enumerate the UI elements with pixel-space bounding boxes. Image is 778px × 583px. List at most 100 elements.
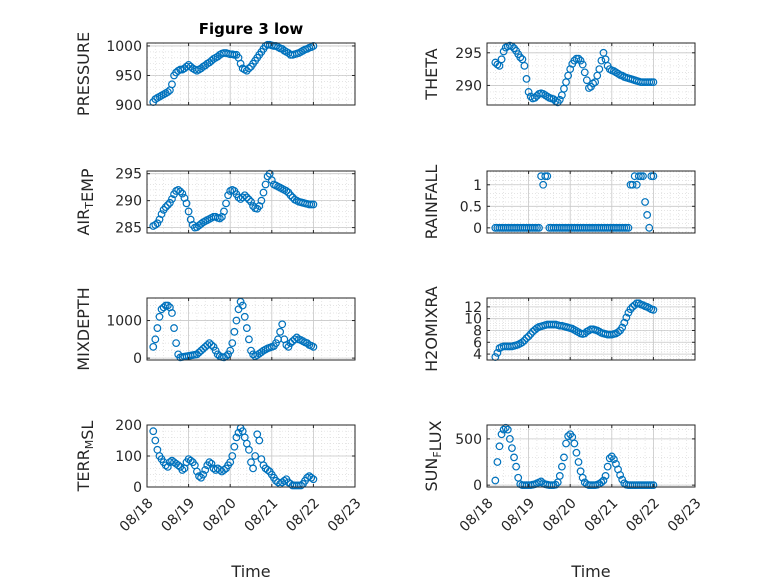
ytick-label: 0	[133, 480, 142, 496]
xtick-label: 08/20	[200, 495, 240, 535]
data-point	[257, 196, 266, 205]
data-point	[170, 324, 178, 332]
data-point	[305, 200, 314, 209]
data-point	[215, 214, 224, 223]
data-point	[645, 223, 654, 232]
data-point	[226, 346, 235, 355]
data-point	[499, 425, 508, 434]
data-point	[547, 481, 556, 490]
data-point	[230, 442, 239, 451]
data-point	[263, 466, 272, 474]
data-point	[645, 78, 654, 87]
data-point	[242, 324, 251, 332]
data-point	[236, 59, 245, 68]
data-point	[245, 64, 253, 73]
data-point	[234, 305, 243, 314]
data-point	[572, 54, 581, 63]
data-point	[601, 472, 610, 480]
data-point	[284, 342, 293, 351]
data-point	[184, 207, 193, 216]
ytick-label: 900	[115, 98, 142, 114]
data-point	[564, 432, 573, 441]
x-axis-label: Time	[570, 562, 610, 581]
data-point	[574, 458, 583, 466]
data-point	[182, 199, 191, 208]
data-point	[272, 339, 280, 347]
ytick-label: 290	[455, 78, 482, 94]
data-point	[593, 71, 602, 80]
grid	[146, 424, 356, 488]
data-point	[251, 452, 260, 460]
data-point	[307, 200, 316, 209]
data-point	[497, 430, 506, 439]
data-point	[186, 456, 195, 465]
data-point	[616, 471, 625, 479]
data-point	[639, 172, 647, 181]
data-point	[309, 342, 318, 351]
xtick-label: 08/20	[540, 495, 580, 535]
ytick-label: 0	[473, 478, 482, 494]
data-point	[539, 180, 548, 189]
data-point	[543, 172, 552, 181]
data-point	[555, 472, 564, 480]
data-point	[574, 54, 583, 63]
xtick-label: 08/22	[623, 495, 663, 535]
data-point	[282, 341, 291, 349]
data-point	[199, 470, 208, 479]
ytick-label: 100	[115, 449, 142, 465]
grid	[486, 43, 696, 106]
data-point	[168, 309, 176, 317]
data-point	[280, 476, 289, 485]
data-point	[512, 462, 521, 471]
grid	[486, 171, 696, 233]
data-point	[562, 78, 570, 87]
data-point	[641, 198, 649, 206]
data-point	[572, 448, 581, 457]
y-axis-label: THETA	[422, 48, 441, 100]
data-point	[599, 476, 608, 485]
data-point	[242, 193, 251, 202]
axes-box	[146, 42, 356, 106]
data-point	[278, 320, 287, 329]
x-axis-label: Time	[230, 562, 270, 581]
data-point	[576, 56, 585, 65]
data-point	[240, 312, 249, 321]
subplot-rainfall: 0 0.5 1 RAINFALL	[422, 165, 696, 239]
data-point	[193, 467, 201, 476]
data-points	[491, 41, 658, 107]
xtick-label: 08/23	[665, 495, 705, 535]
data-point	[493, 349, 502, 357]
data-point	[232, 433, 241, 442]
data-point	[178, 189, 187, 198]
data-point	[597, 478, 606, 487]
data-point	[153, 324, 162, 332]
data-point	[155, 312, 164, 321]
data-point	[582, 76, 591, 85]
data-point	[236, 195, 245, 203]
data-point	[286, 191, 295, 200]
data-point	[207, 341, 216, 349]
data-point	[163, 301, 172, 310]
data-point	[201, 466, 210, 474]
data-point	[249, 464, 257, 473]
data-point	[220, 466, 228, 474]
data-point	[232, 316, 241, 325]
data-point	[524, 332, 533, 341]
data-point	[245, 445, 253, 454]
xtick-label: 08/21	[582, 495, 622, 535]
data-point	[518, 338, 527, 347]
data-point	[649, 481, 658, 490]
data-points	[149, 424, 318, 490]
xtick-label: 08/18	[457, 495, 497, 535]
data-point	[522, 334, 531, 343]
data-point	[207, 459, 216, 468]
data-points	[491, 299, 658, 361]
data-point	[497, 55, 506, 64]
data-point	[267, 176, 276, 185]
data-point	[491, 476, 500, 485]
data-point	[555, 95, 564, 104]
xtick-label: 08/21	[242, 495, 282, 535]
y-axis-label: MIXDEPTH	[74, 287, 93, 370]
data-point	[163, 462, 172, 471]
